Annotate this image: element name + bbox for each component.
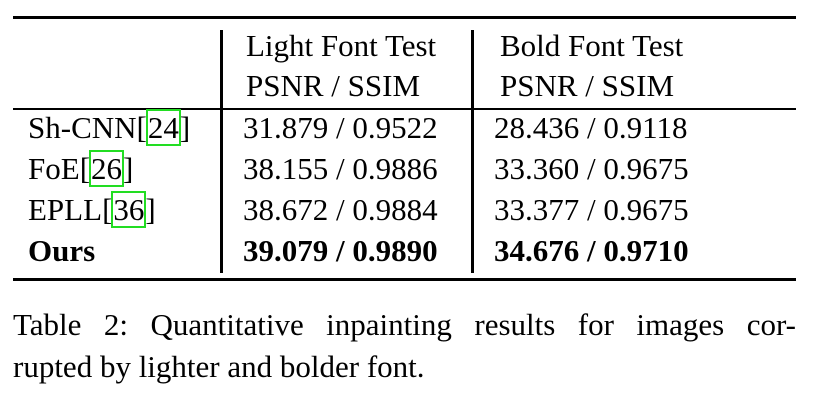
- caption-line-1: Table 2: Quantitative inpainting results…: [13, 307, 796, 342]
- citation-close: ]: [123, 151, 134, 186]
- row-ours-light: 39.079 / 0.9890: [243, 233, 438, 268]
- row-epll-method: EPLL[36]: [28, 191, 156, 228]
- table-vertical-rule-2: [471, 30, 474, 273]
- method-name: EPLL: [28, 192, 103, 227]
- row-shcnn-bold: 28.436 / 0.9118: [494, 110, 688, 145]
- citation-link[interactable]: 26: [89, 150, 125, 187]
- citation-close: ]: [179, 110, 191, 145]
- row-ours-method: Ours: [28, 233, 96, 268]
- table-vertical-rule-1: [220, 30, 223, 273]
- results-table: Light Font Test PSNR / SSIM Bold Font Te…: [13, 16, 796, 281]
- row-foe-light: 38.155 / 0.9886: [243, 151, 438, 186]
- table-caption: Table 2: Quantitative inpainting results…: [13, 304, 796, 388]
- row-ours-bold: 34.676 / 0.9710: [494, 233, 689, 268]
- table-bottom-rule: [13, 278, 796, 281]
- row-epll-bold: 33.377 / 0.9675: [494, 192, 689, 227]
- table-top-rule: [13, 16, 796, 19]
- row-foe-method: FoE[26]: [28, 150, 134, 187]
- header-bold-font-test: Bold Font Test: [500, 28, 684, 63]
- citation-link[interactable]: 24: [145, 109, 181, 146]
- method-name: FoE: [28, 151, 80, 186]
- header-light-metric: PSNR / SSIM: [246, 68, 421, 103]
- row-epll-light: 38.672 / 0.9884: [243, 192, 438, 227]
- citation-close: ]: [145, 192, 156, 227]
- header-bold-metric: PSNR / SSIM: [500, 68, 675, 103]
- table-header-rule: [13, 108, 796, 110]
- row-shcnn-method: Sh-CNN[24]: [28, 109, 191, 146]
- row-shcnn-light: 31.879 / 0.9522: [243, 110, 438, 145]
- method-name: Sh-CNN: [28, 110, 137, 145]
- citation-link[interactable]: 36: [111, 191, 147, 228]
- header-light-font-test: Light Font Test: [246, 28, 437, 63]
- caption-line-2: rupted by lighter and bolder font.: [13, 349, 425, 384]
- row-foe-bold: 33.360 / 0.9675: [494, 151, 689, 186]
